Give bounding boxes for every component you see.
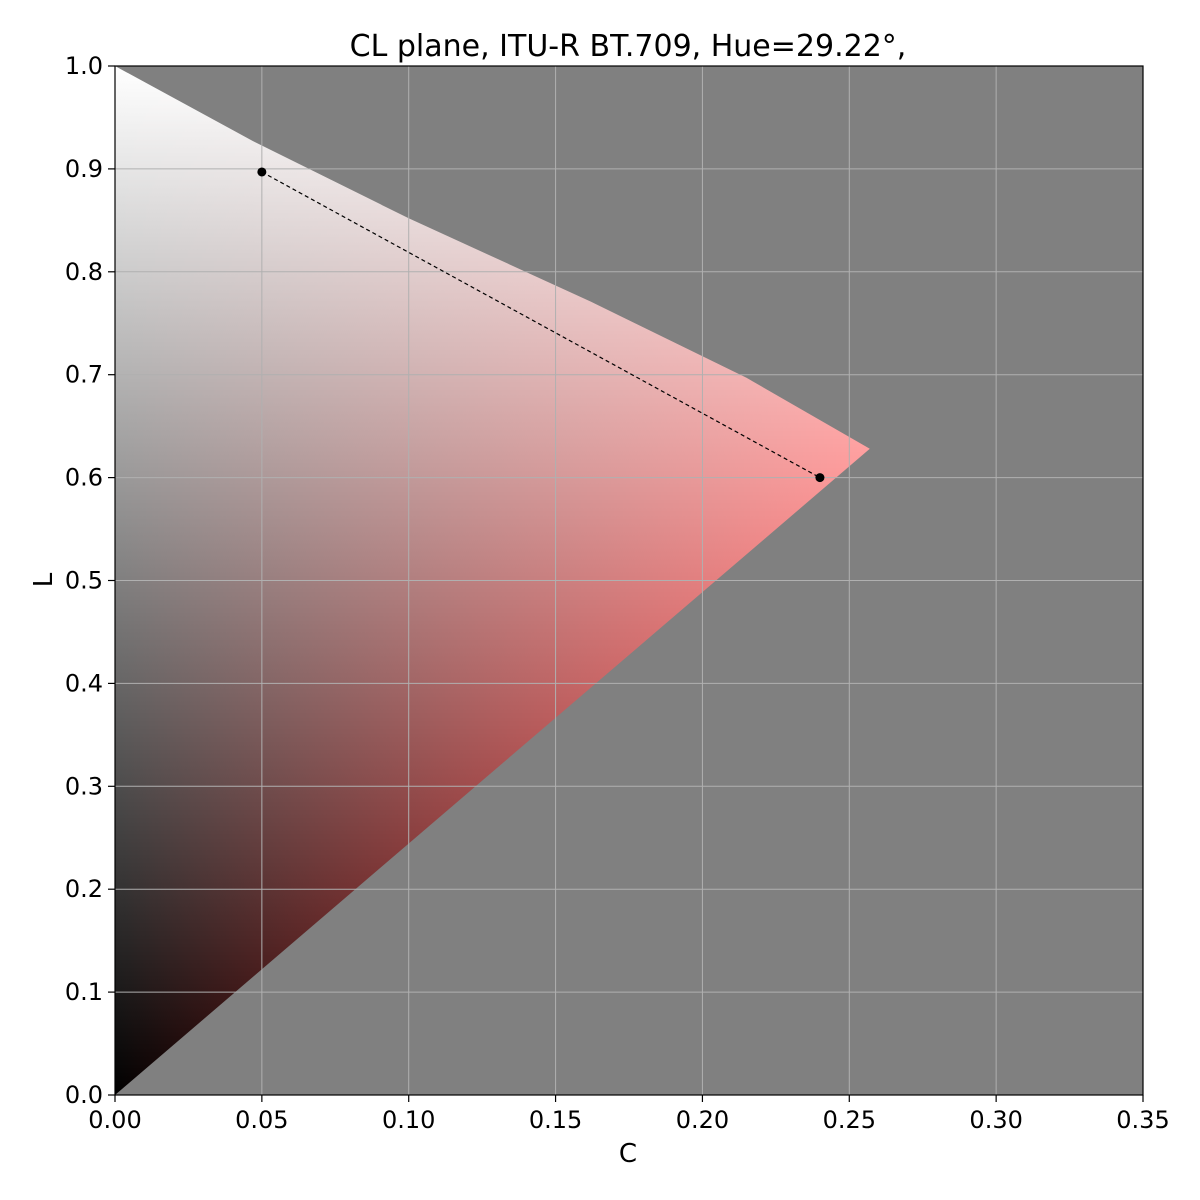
data-point (257, 167, 267, 177)
y-tick-label: 0.5 (65, 567, 103, 595)
y-axis-ticks: 0.0 0.1 0.2 0.3 0.4 0.5 0.6 0.7 0.8 0.9 1.0 (65, 52, 115, 1109)
y-tick-label: 0.6 (65, 464, 103, 492)
y-tick-label: 0.3 (65, 772, 103, 800)
x-tick-label: 0.20 (676, 1106, 729, 1134)
x-tick-label: 0.10 (382, 1106, 435, 1134)
y-tick-label: 0.1 (65, 978, 103, 1006)
chart-title: CL plane, ITU-R BT.709, Hue=29.22°, (350, 29, 907, 64)
data-point (815, 473, 825, 483)
y-tick-label: 0.4 (65, 669, 103, 697)
x-tick-label: 0.30 (969, 1106, 1022, 1134)
x-tick-label: 0.15 (529, 1106, 582, 1134)
y-tick-label: 0.2 (65, 875, 103, 903)
y-tick-label: 1.0 (65, 52, 103, 80)
x-tick-label: 0.35 (1116, 1106, 1169, 1134)
y-tick-label: 0.7 (65, 361, 103, 389)
y-tick-label: 0.0 (65, 1081, 103, 1109)
series (257, 167, 825, 483)
y-tick-label: 0.9 (65, 155, 103, 183)
x-tick-label: 0.25 (823, 1106, 876, 1134)
x-tick-label: 0.00 (88, 1106, 141, 1134)
y-tick-label: 0.8 (65, 258, 103, 286)
x-axis-label: C (619, 1139, 637, 1169)
y-axis-label: L (29, 572, 59, 587)
x-tick-label: 0.05 (235, 1106, 288, 1134)
x-axis-ticks: 0.00 0.05 0.10 0.15 0.20 0.25 0.30 0.35 (88, 1095, 1170, 1134)
series-line (261, 171, 821, 479)
